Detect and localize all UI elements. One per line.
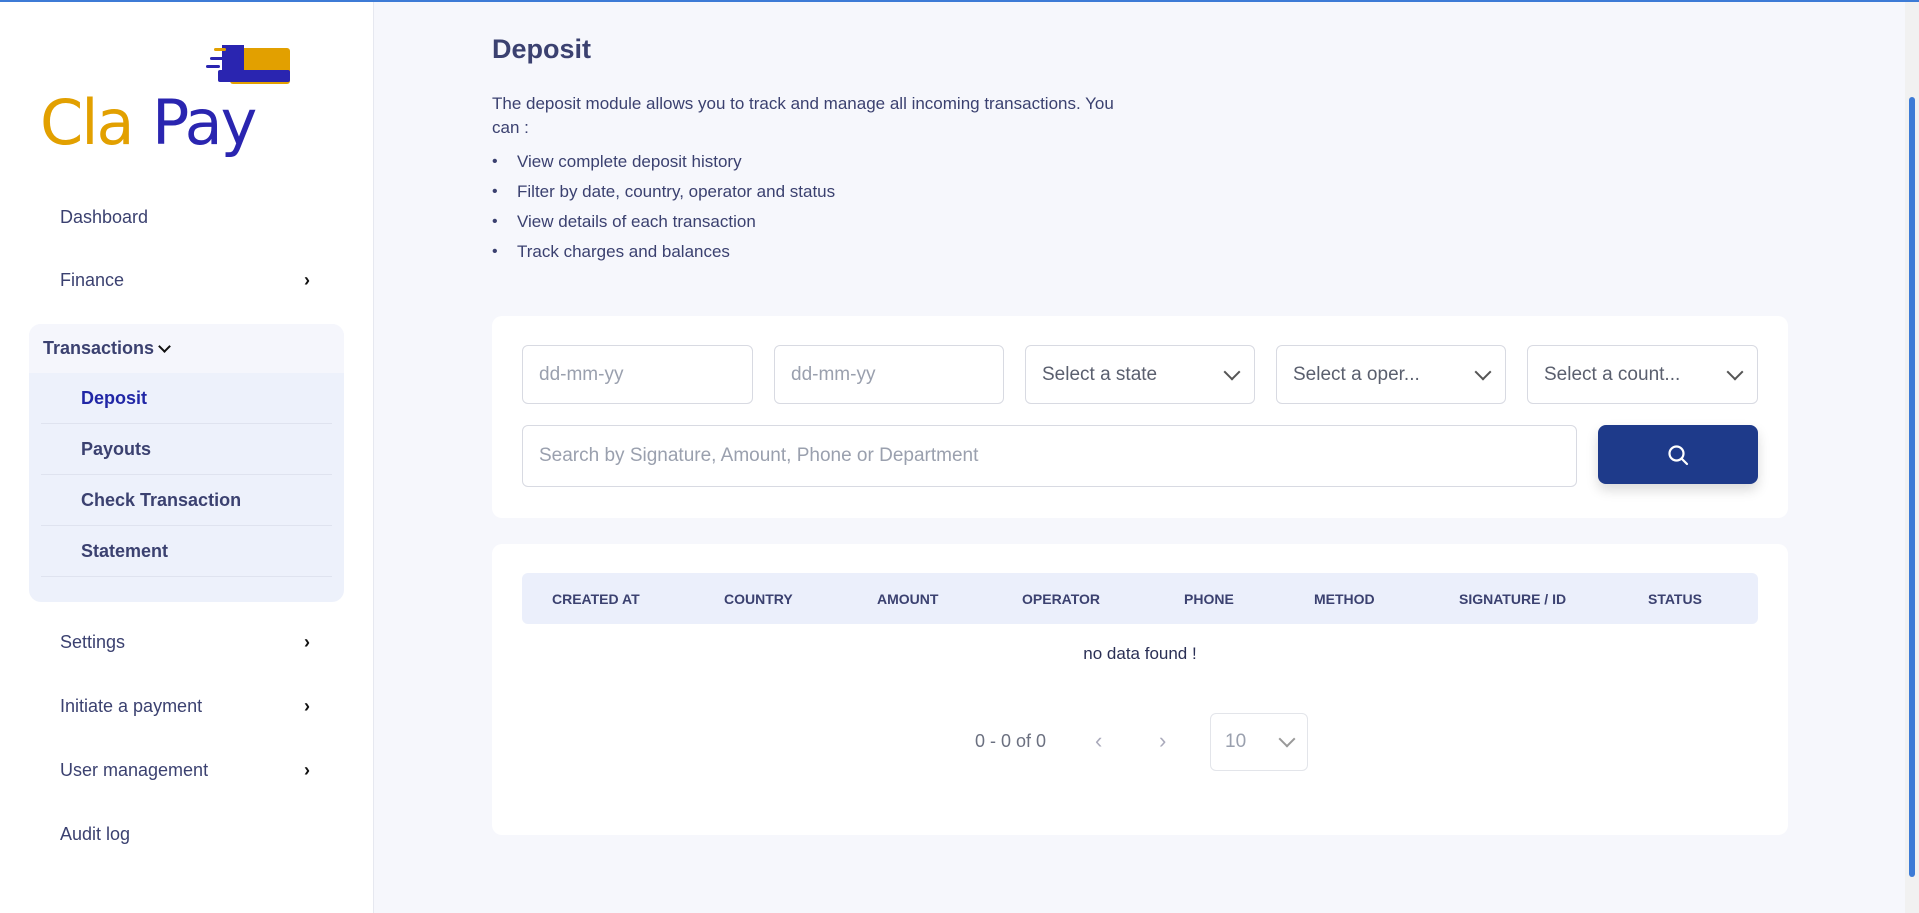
column-header-amount[interactable]: AMOUNT: [877, 590, 939, 607]
column-header-signature-id[interactable]: SIGNATURE / ID: [1459, 590, 1567, 607]
sidebar-item-label: Transactions: [43, 338, 155, 358]
page-scrollbar[interactable]: [1905, 2, 1919, 913]
chevron-down-icon: [1278, 730, 1296, 748]
column-header-operator[interactable]: OPERATOR: [1022, 590, 1101, 607]
sidebar-item-user-management[interactable]: User management ›: [60, 760, 310, 781]
column-header-method[interactable]: METHOD: [1314, 590, 1375, 607]
chevron-right-icon: ›: [304, 760, 310, 780]
sidebar-subitem-deposit[interactable]: Deposit: [41, 373, 332, 424]
country-select-value: Select a count...: [1544, 363, 1681, 385]
sidebar-item-label: User management: [60, 760, 209, 780]
feature-item: Track charges and balances: [492, 237, 992, 267]
chevron-right-icon: ›: [304, 270, 310, 290]
feature-list: View complete deposit history Filter by …: [492, 147, 992, 267]
scrollbar-thumb[interactable]: [1909, 97, 1915, 877]
search-field[interactable]: [522, 425, 1577, 487]
date-to-input[interactable]: [791, 363, 987, 386]
svg-text:Pay: Pay: [152, 86, 256, 159]
column-header-created-at[interactable]: CREATED AT: [552, 590, 640, 607]
clapay-logo[interactable]: Cla Pay: [40, 42, 300, 167]
country-select[interactable]: Select a count...: [1527, 345, 1758, 404]
page-title: Deposit: [492, 34, 592, 64]
chevron-down-icon: [1223, 363, 1241, 380]
feature-item: View details of each transaction: [492, 207, 992, 237]
page-description: The deposit module allows you to track a…: [492, 94, 1114, 137]
chevron-right-icon: ›: [304, 696, 310, 716]
next-page-button[interactable]: ›: [1159, 728, 1167, 753]
state-select-value: Select a state: [1042, 363, 1158, 385]
pagination-range: 0 - 0 of 0: [975, 731, 1047, 751]
date-from-field[interactable]: [522, 345, 753, 404]
chevron-right-icon: ›: [304, 632, 310, 652]
results-card: CREATED AT COUNTRY AMOUNT OPERATOR PHONE…: [492, 544, 1788, 835]
sidebar-subitem-payouts[interactable]: Payouts: [41, 424, 332, 475]
sidebar-item-label: Finance: [60, 270, 125, 290]
operator-select[interactable]: Select a oper...: [1276, 345, 1506, 404]
feature-item: Filter by date, country, operator and st…: [492, 177, 992, 207]
page-size-select[interactable]: 10: [1210, 713, 1308, 771]
date-from-input[interactable]: [539, 363, 736, 386]
date-to-field[interactable]: [774, 345, 1004, 404]
window-top-border: [0, 0, 1919, 2]
search-button[interactable]: [1598, 425, 1758, 484]
chevron-down-icon: [158, 339, 171, 353]
prev-page-button[interactable]: ‹: [1095, 728, 1103, 753]
search-input[interactable]: [539, 445, 1560, 467]
sidebar: Cla Pay Dashboard Finance › Transactions …: [0, 2, 374, 913]
sidebar-subitem-check-transaction[interactable]: Check Transaction: [41, 475, 332, 526]
page-size-value: 10: [1225, 731, 1247, 752]
sidebar-item-label: Dashboard: [60, 207, 149, 227]
transactions-group: Transactions Deposit Payouts Check Trans…: [29, 324, 344, 602]
operator-select-value: Select a oper...: [1293, 363, 1420, 385]
sidebar-item-label: Audit log: [60, 824, 131, 844]
sidebar-item-initiate-payment[interactable]: Initiate a payment ›: [60, 696, 310, 717]
sidebar-item-audit-log[interactable]: Audit log: [60, 824, 310, 845]
column-header-country[interactable]: COUNTRY: [724, 590, 793, 607]
chevron-down-icon: [1474, 363, 1492, 380]
state-select[interactable]: Select a state: [1025, 345, 1255, 404]
sidebar-item-dashboard[interactable]: Dashboard: [60, 207, 310, 228]
table-header: CREATED AT COUNTRY AMOUNT OPERATOR PHONE…: [522, 573, 1758, 624]
sidebar-item-finance[interactable]: Finance ›: [60, 270, 310, 291]
feature-item: View complete deposit history: [492, 147, 992, 177]
sidebar-item-transactions[interactable]: Transactions: [29, 324, 344, 373]
sidebar-item-settings[interactable]: Settings ›: [60, 632, 310, 653]
sidebar-item-label: Settings: [60, 632, 126, 652]
column-header-phone[interactable]: PHONE: [1184, 590, 1234, 607]
sidebar-subitem-statement[interactable]: Statement: [41, 526, 332, 577]
search-icon: [1668, 444, 1689, 465]
empty-state-message: no data found !: [1083, 644, 1197, 663]
chevron-down-icon: [1726, 363, 1744, 380]
column-header-status[interactable]: STATUS: [1648, 590, 1702, 607]
svg-text:Cla: Cla: [40, 86, 133, 159]
filter-card: Select a state Select a oper... Select a…: [492, 316, 1788, 518]
sidebar-item-label: Initiate a payment: [60, 696, 203, 716]
